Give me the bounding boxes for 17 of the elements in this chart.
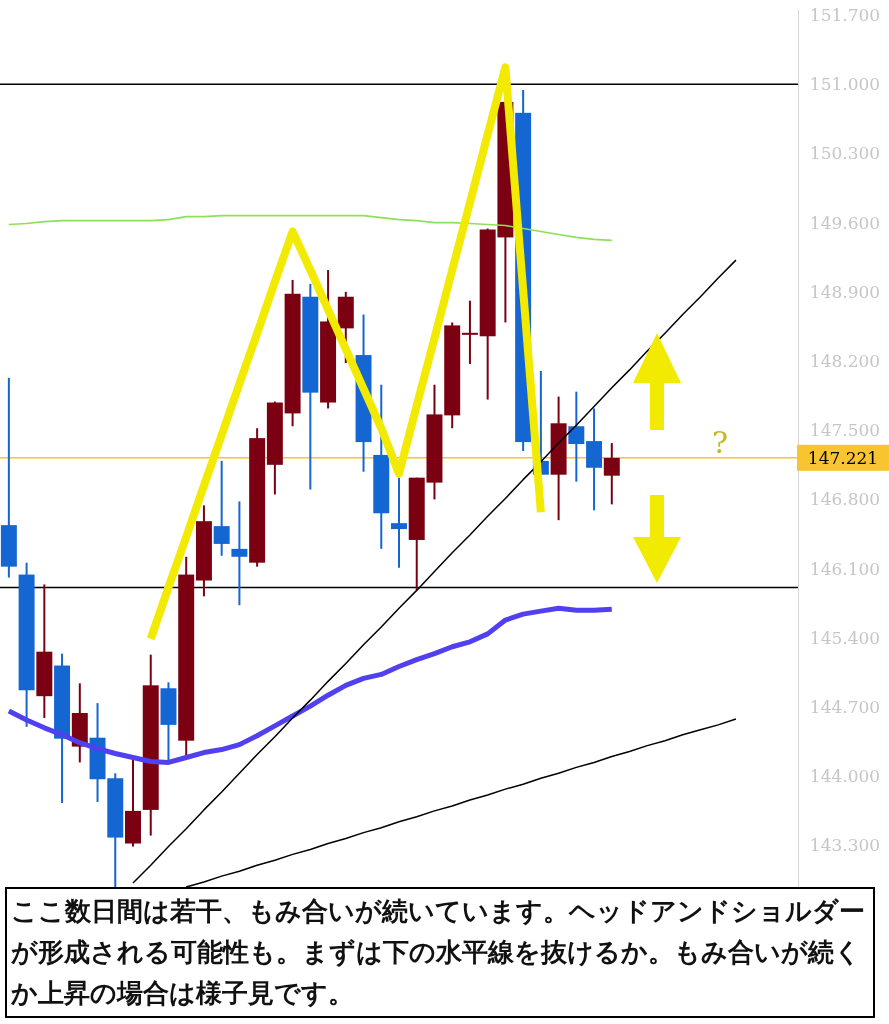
y-tick-label: 145.400 <box>809 627 881 648</box>
y-tick-label: 146.100 <box>809 558 881 579</box>
y-tick-label: 151.000 <box>809 74 881 95</box>
annotation: ? <box>711 424 729 460</box>
y-tick-label: 150.300 <box>809 143 881 164</box>
ref-line-label: 147.221 <box>797 444 889 471</box>
y-tick-label: 144.700 <box>809 697 881 718</box>
y-tick-label: 143.300 <box>809 835 881 856</box>
annotation: ここ数日間は若干、もみ合いが続いています。ヘッドアンドショルダーが形成される可能性も。まずは下の水平線を抜けるか。もみ合いが続くか上昇の場合は様子見です。 <box>5 887 875 1018</box>
y-tick-label: 146.800 <box>809 489 881 510</box>
y-tick-label: 151.700 <box>809 4 881 25</box>
y-tick-label: 148.200 <box>809 351 881 371</box>
y-tick-label: 149.600 <box>809 212 881 233</box>
y-tick-label: 147.500 <box>809 420 881 441</box>
y-tick-label: 148.900 <box>809 281 881 302</box>
ref-line-label: 147.221 <box>807 447 879 468</box>
y-tick-label: 144.000 <box>809 766 881 787</box>
